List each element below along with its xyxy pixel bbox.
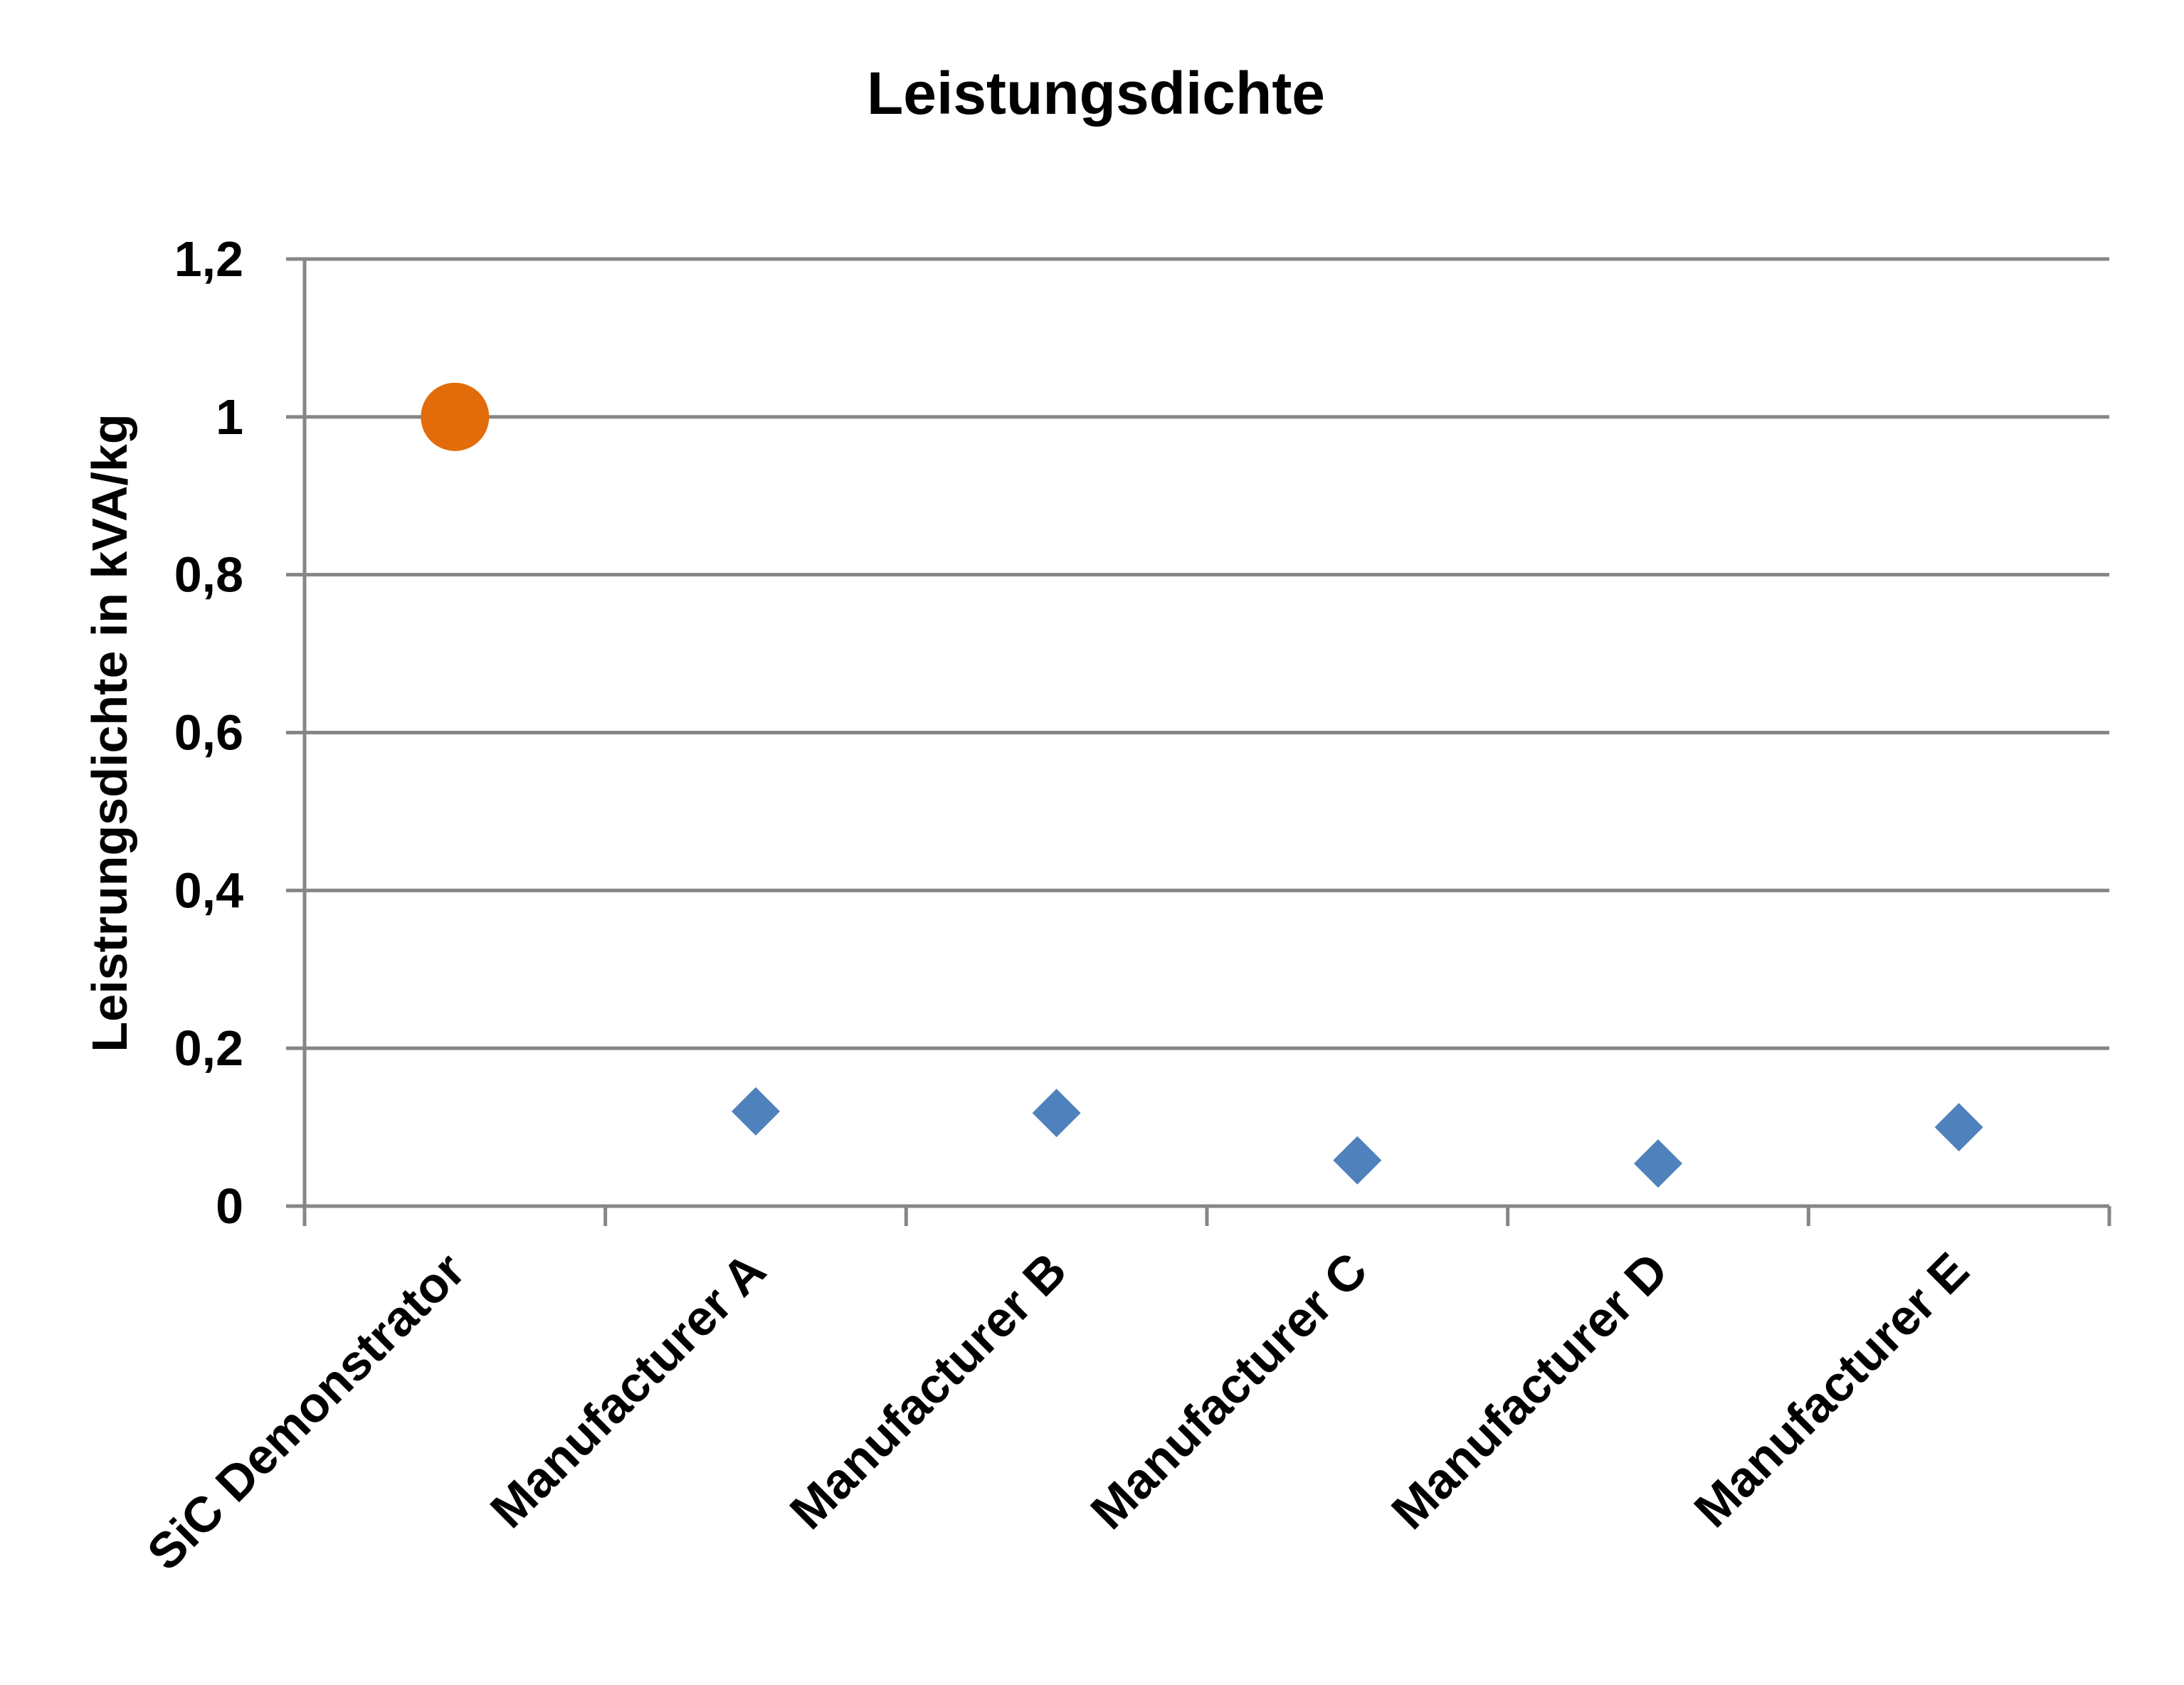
chart-title: Leistungsdichte (867, 60, 1325, 127)
x-category-label: Manufacturer B (779, 1242, 1077, 1539)
x-category-label: Manufacturer E (1684, 1242, 1979, 1537)
y-tick-label: 0,8 (174, 547, 243, 603)
y-tick-label: 0,6 (174, 705, 243, 761)
data-point (732, 1087, 780, 1136)
y-tick-labels: 0 0,2 0,4 0,6 0,8 1 1,2 (174, 231, 243, 1234)
gridlines (305, 257, 2109, 1050)
x-category-label: SiC Demonstrator (137, 1242, 475, 1580)
data-points (421, 382, 1983, 1188)
y-tick-label: 0,4 (174, 862, 243, 918)
x-category-label: Manufacturer C (1080, 1242, 1378, 1539)
x-category-label: Manufacturer A (480, 1242, 776, 1538)
data-point (1333, 1136, 1382, 1185)
data-point (1032, 1089, 1081, 1138)
data-point (421, 382, 490, 451)
y-tick-label: 1,2 (174, 231, 243, 287)
y-tick-label: 1 (216, 389, 243, 445)
y-tick-label: 0,2 (174, 1020, 243, 1076)
x-category-label: Manufacturer D (1381, 1242, 1678, 1539)
y-tick-label: 0 (216, 1178, 243, 1234)
x-category-labels: SiC Demonstrator Manufacturer A Manufactur… (137, 1242, 1979, 1580)
data-point (1634, 1139, 1682, 1188)
data-point (1934, 1103, 1983, 1152)
axes (286, 257, 2111, 1226)
y-axis-title: Leistrungsdichte in kVA/kg (82, 413, 137, 1052)
